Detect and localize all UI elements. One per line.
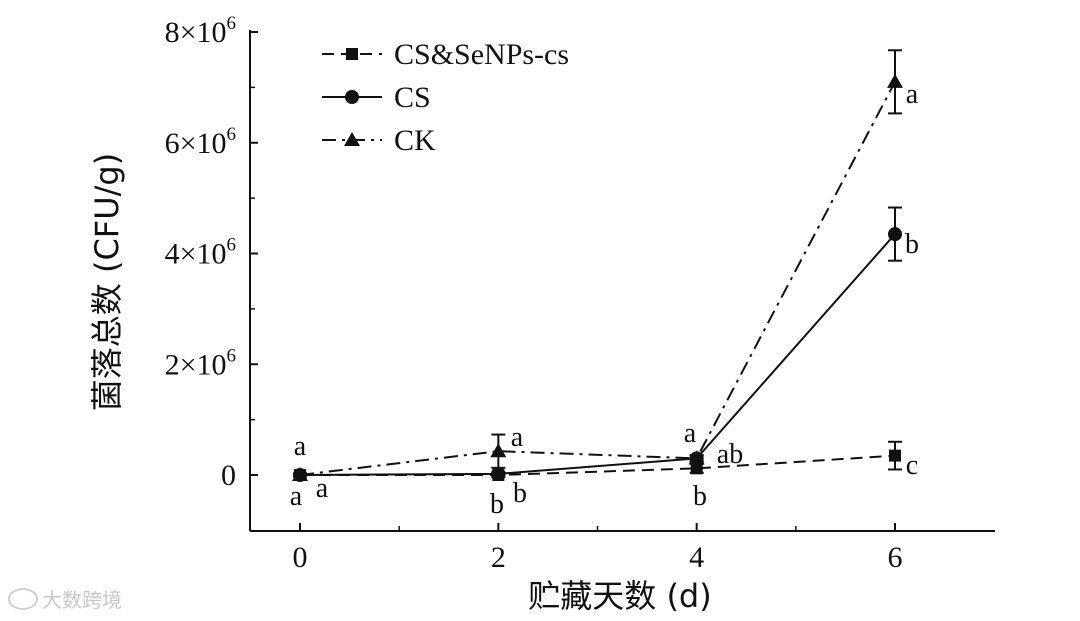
legend-label: CS xyxy=(394,81,431,114)
x-tick-label: 6 xyxy=(888,541,903,574)
significance-label: b xyxy=(490,489,504,520)
series-triangle xyxy=(292,49,903,481)
series-circle xyxy=(293,206,902,482)
series-line xyxy=(300,454,896,476)
y-axis-title: 菌落总数 (CFU/g) xyxy=(88,153,126,411)
data-point xyxy=(294,469,306,481)
y-tick-label: 0 xyxy=(221,459,236,492)
data-point xyxy=(888,227,902,242)
significance-label: a xyxy=(294,431,307,462)
y-tick-label: 2×106 xyxy=(165,345,236,381)
logo-swirl-icon xyxy=(8,587,38,610)
data-point xyxy=(492,469,505,481)
legend-marker xyxy=(346,48,358,60)
axes: 0 2×106 4×106 6×106 8×106 0 2 4 6 xyxy=(165,13,995,574)
significance-label: a xyxy=(511,422,524,453)
x-tick-label: 4 xyxy=(689,541,704,574)
legend-entry: CS xyxy=(322,81,431,114)
significance-label: b xyxy=(905,229,919,260)
data-point xyxy=(887,73,903,88)
data-point xyxy=(490,443,507,458)
y-tick-label: 6×106 xyxy=(165,124,236,160)
legend-entry: CS&SeNPs-cs xyxy=(322,38,569,71)
series-line xyxy=(299,81,896,476)
significance-label: a xyxy=(316,473,329,504)
legend-entry: CK xyxy=(322,124,436,157)
watermark-text: 大数跨境 xyxy=(42,588,122,612)
series-line xyxy=(299,233,896,476)
legend-label: CS&SeNPs-cs xyxy=(394,38,569,71)
significance-label: ab xyxy=(717,439,743,470)
legend-marker xyxy=(344,132,360,146)
x-axis-title: 贮藏天数 (d) xyxy=(528,577,711,615)
significance-label: b xyxy=(513,478,527,509)
y-tick-label: 8×106 xyxy=(165,13,236,49)
series-square xyxy=(293,440,902,481)
legend-marker xyxy=(345,90,359,104)
series-layer xyxy=(292,49,903,482)
data-point xyxy=(889,449,901,462)
significance-label: a xyxy=(906,79,919,110)
significance-label: c xyxy=(906,450,918,481)
watermark: 大数跨境 xyxy=(8,584,122,613)
significance-label: a xyxy=(684,418,697,449)
legend-label: CK xyxy=(394,124,436,157)
significance-label: b xyxy=(693,481,707,512)
legend: CS&SeNPs-cs CS CK xyxy=(322,38,569,157)
y-tick-label: 4×106 xyxy=(165,235,236,271)
data-point xyxy=(689,451,704,466)
x-tick-label: 0 xyxy=(293,541,308,574)
data-point xyxy=(690,462,703,475)
x-tick-label: 2 xyxy=(491,541,506,574)
significance-label: a xyxy=(290,481,303,512)
